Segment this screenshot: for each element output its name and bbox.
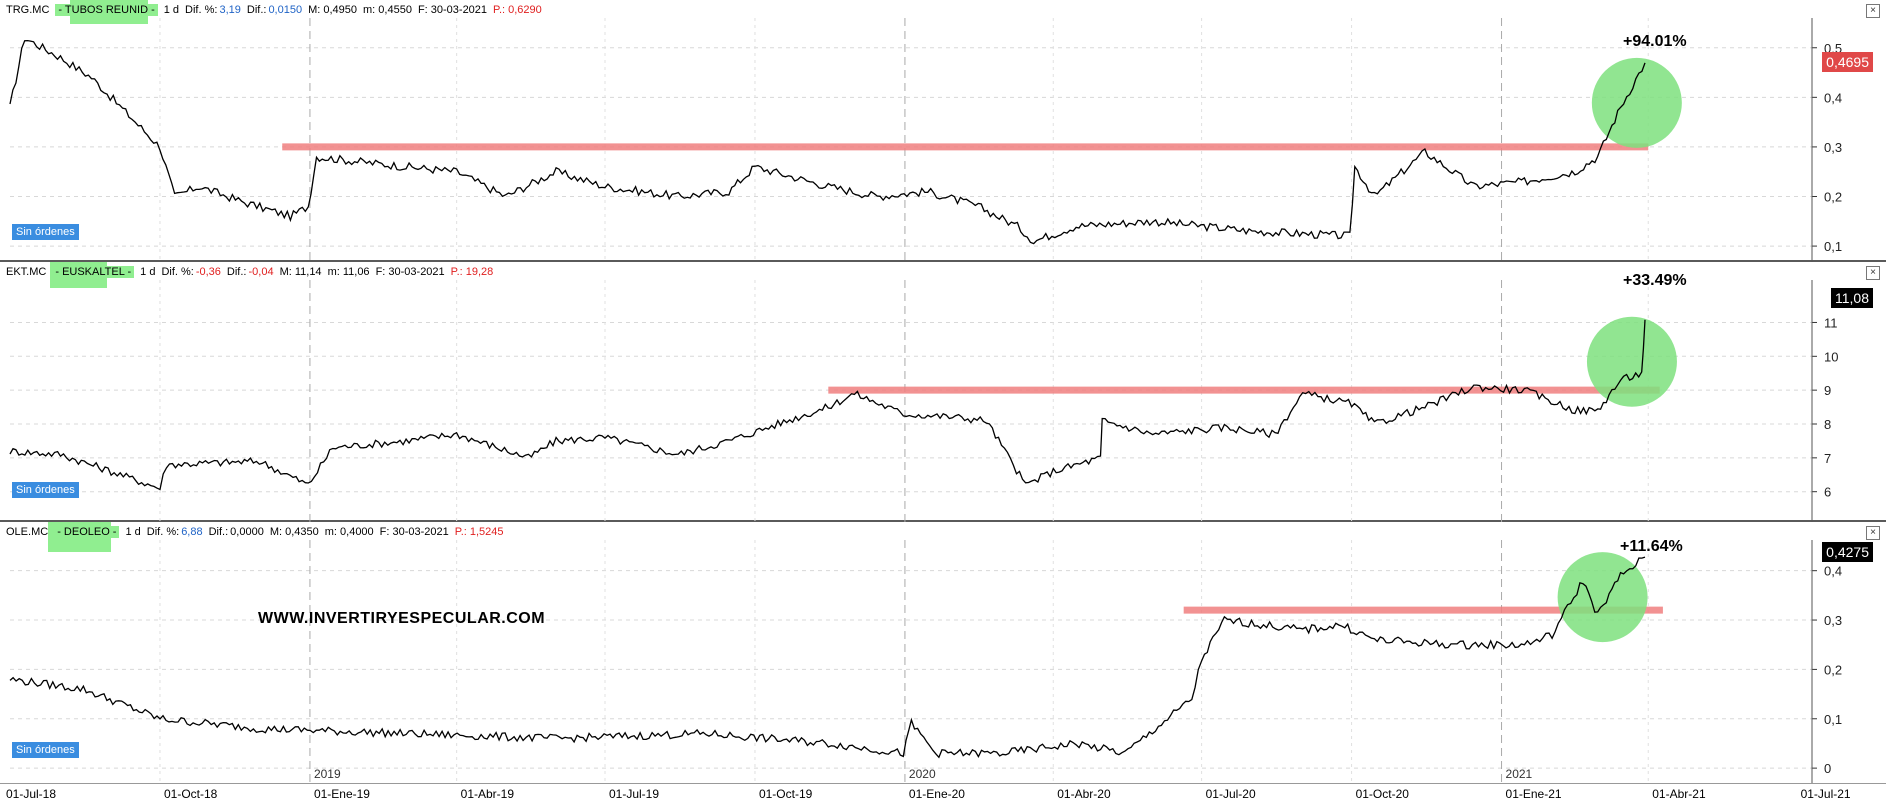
panel-info-bar: EKT.MC - EUSKALTEL - 1 d Dif. %: -0,36 Dif.: -… <box>6 264 499 280</box>
y-tick-label: 11 <box>1824 315 1838 330</box>
close-panel-icon[interactable]: × <box>1866 266 1880 280</box>
y-tick-label: 0,3 <box>1824 140 1842 155</box>
date-value: F: 30-03-2021 <box>375 266 445 278</box>
gain-label: +94.01% <box>1623 33 1687 50</box>
x-tick-label: 01-Oct-19 <box>758 787 813 801</box>
max-value: M: 0,4950 <box>308 4 358 16</box>
time-axis: 01-Jul-18 01-Oct-18 01-Ene-19 01-Abr-19 01-J… <box>0 783 1886 804</box>
x-tick-label: 01-Abr-20 <box>1057 787 1111 801</box>
y-tick-label: 7 <box>1824 451 1831 466</box>
price-series-line <box>9 39 1646 245</box>
dif-pct-label: Dif. %: <box>185 4 218 16</box>
ticker-name: - TUBOS REUNID - <box>55 4 158 16</box>
panel-info-bar: OLE.MC - DEOLEO - 1 d Dif. %: 6,88 Dif.: 0,000… <box>6 524 510 540</box>
p-value: P.: 0,6290 <box>493 4 542 16</box>
period: 1 d <box>163 4 180 16</box>
period: 1 d <box>140 266 156 278</box>
y-tick-label: 0,1 <box>1824 712 1842 727</box>
last-price-tag: 0,4275 <box>1822 542 1873 562</box>
x-tick-label: 01-Jul-19 <box>608 787 660 801</box>
gain-label: +33.49% <box>1623 272 1687 289</box>
period: 1 d <box>125 526 141 538</box>
panel-info-bar: TRG.MC - TUBOS REUNID - 1 d Dif. %: 3,19 Dif.… <box>6 2 548 18</box>
y-tick-label: 0,2 <box>1824 190 1842 205</box>
date-value: F: 30-03-2021 <box>379 526 449 538</box>
max-value: M: 0,4350 <box>269 526 319 538</box>
gain-label: +11.64% <box>1620 538 1683 555</box>
breakout-circle <box>1586 316 1677 407</box>
ticker-symbol: TRG.MC <box>6 4 50 16</box>
min-value: m: 0,4000 <box>324 526 374 538</box>
ticker-name: - EUSKALTEL - <box>52 266 135 278</box>
chart-panel-ole[interactable]: OLE.MC - DEOLEO - 1 d Dif. %: 6,88 Dif.: 0,000… <box>0 522 1886 783</box>
ticker-symbol: OLE.MC <box>6 526 49 538</box>
price-series-line <box>9 319 1646 491</box>
p-value: P.: 1,5245 <box>454 526 504 538</box>
y-tick-label: 0 <box>1824 761 1831 776</box>
year-label: 2020 <box>908 767 936 781</box>
close-panel-icon[interactable]: × <box>1866 4 1880 18</box>
x-tick-label: 01-Jul-21 <box>1800 787 1851 801</box>
x-tick-label: 01-Ene-20 <box>908 787 965 801</box>
year-label: 2021 <box>1505 767 1533 781</box>
p-value: P.: 19,28 <box>450 266 494 278</box>
y-tick-label: 0,4 <box>1824 90 1842 105</box>
dif-pct-label: Dif. %: <box>146 526 180 538</box>
last-price-tag: 11,08 <box>1831 288 1873 308</box>
dif-label: Dif.: <box>208 526 229 538</box>
min-value: m: 11,06 <box>327 266 370 278</box>
price-series-line <box>9 556 1646 759</box>
dif-value: -0,04 <box>248 266 274 278</box>
x-tick-label: 01-Oct-18 <box>163 787 218 801</box>
x-tick-label: 01-Ene-19 <box>313 787 370 801</box>
dif-label: Dif.: <box>246 4 267 16</box>
chart-panel-ekt[interactable]: EKT.MC - EUSKALTEL - 1 d Dif. %: -0,36 Dif.: -… <box>0 262 1886 522</box>
y-tick-label: 0,1 <box>1824 239 1842 254</box>
y-tick-label: 10 <box>1824 349 1838 364</box>
breakout-circle <box>1557 552 1648 643</box>
price-chart-svg: 0,10,20,30,40,5 <box>9 18 1842 262</box>
y-tick-label: 0,4 <box>1824 564 1842 579</box>
x-tick-label: 01-Jul-20 <box>1205 787 1256 801</box>
last-price-tag: 0,4695 <box>1822 52 1873 72</box>
ticker-symbol: EKT.MC <box>6 266 47 278</box>
dif-pct-value: -0,36 <box>195 266 221 278</box>
price-chart-svg: 0 0,1 0,2 0,3 0,4 <box>9 540 1842 783</box>
close-panel-icon[interactable]: × <box>1866 526 1880 540</box>
dif-pct-value: 6,88 <box>181 526 203 538</box>
y-tick-label: 0,3 <box>1824 613 1842 628</box>
ticker-name: - DEOLEO - <box>54 526 120 538</box>
y-tick-label: 8 <box>1824 417 1831 432</box>
no-orders-badge: Sin órdenes <box>12 742 79 758</box>
y-tick-label: 0,2 <box>1824 662 1842 677</box>
dif-value: 0,0000 <box>230 526 264 538</box>
chart-panel-trg[interactable]: TRG.MC - TUBOS REUNID - 1 d Dif. %: 3,19 Dif.… <box>0 0 1886 262</box>
date-value: F: 30-03-2021 <box>417 4 488 16</box>
max-value: M: 11,14 <box>279 266 322 278</box>
price-chart-svg: 6 7 8 9 10 11 <box>9 280 1838 522</box>
x-tick-label: 01-Abr-21 <box>1652 787 1706 801</box>
breakout-circle <box>1591 57 1682 148</box>
y-tick-label: 6 <box>1824 485 1831 500</box>
x-tick-label: 01-Jul-18 <box>6 787 57 801</box>
dif-value: 0,0150 <box>268 4 303 16</box>
dif-pct-label: Dif. %: <box>161 266 194 278</box>
x-tick-label: 01-Oct-20 <box>1355 787 1409 801</box>
watermark-text: WWW.INVERTIRYESPECULAR.COM <box>258 610 546 627</box>
x-tick-label: 01-Ene-21 <box>1505 787 1562 801</box>
dif-pct-value: 3,19 <box>219 4 241 16</box>
y-tick-label: 9 <box>1824 383 1831 398</box>
x-tick-label: 01-Abr-19 <box>460 787 515 801</box>
no-orders-badge: Sin órdenes <box>12 224 79 240</box>
year-label: 2019 <box>313 767 341 781</box>
no-orders-badge: Sin órdenes <box>12 482 79 498</box>
min-value: m: 0,4550 <box>363 4 412 16</box>
dif-label: Dif.: <box>226 266 247 278</box>
